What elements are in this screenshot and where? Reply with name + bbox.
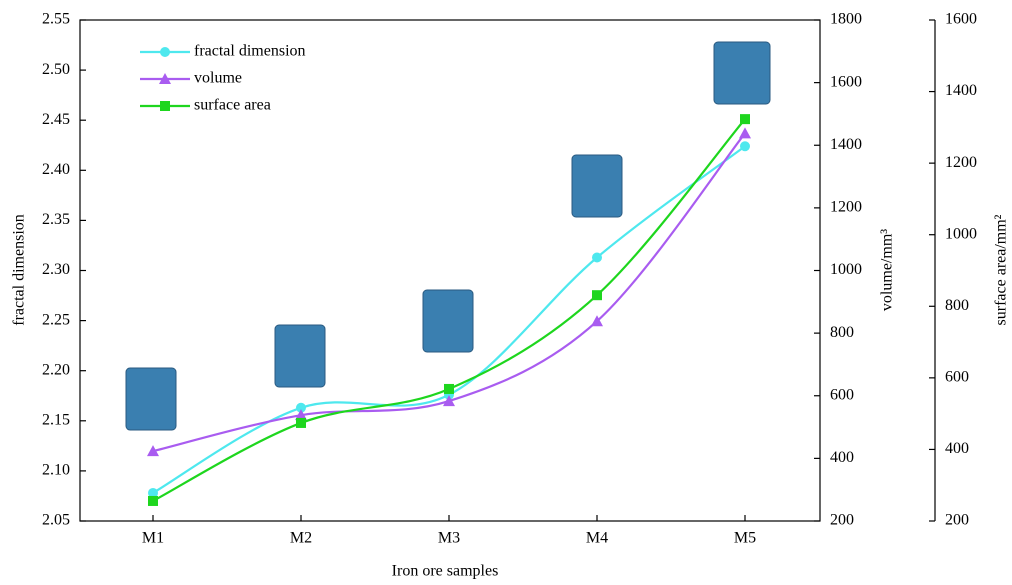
legend-label: fractal dimension (194, 43, 306, 60)
y-tick-label: 2.20 (42, 361, 70, 378)
y2-tick-label: 400 (830, 449, 854, 466)
x-axis-label: Iron ore samples (392, 563, 499, 580)
y-tick-label: 2.10 (42, 462, 70, 479)
y3-tick-label: 1400 (945, 82, 977, 99)
y2-tick-label: 1000 (830, 261, 862, 278)
y-axis-label: fractal dimension (11, 214, 28, 326)
series-marker (444, 383, 454, 394)
y3-tick-label: 1200 (945, 154, 977, 171)
series-marker (295, 409, 307, 421)
x-tick-label: M4 (586, 530, 608, 547)
x-tick-label: M1 (142, 530, 164, 547)
y3-tick-label: 600 (945, 369, 969, 386)
y-tick-label: 2.30 (42, 261, 70, 278)
y-tick-label: 2.35 (42, 211, 70, 228)
y3-tick-label: 400 (945, 440, 969, 457)
y-tick-label: 2.15 (42, 411, 70, 428)
series-marker (740, 114, 750, 125)
series-marker (296, 417, 306, 428)
series-marker (591, 315, 603, 327)
legend-marker (160, 47, 170, 57)
y2-tick-label: 1400 (830, 136, 862, 153)
y3-tick-label: 1000 (945, 225, 977, 242)
plot-frame (79, 19, 821, 522)
y-tick-label: 2.55 (42, 11, 70, 28)
legend-label: volume (194, 70, 242, 87)
legend-marker (160, 101, 170, 111)
series-marker (739, 127, 751, 139)
y2-tick-label: 1200 (830, 199, 862, 216)
x-tick-label: M2 (290, 530, 312, 547)
y-tick-label: 2.25 (42, 311, 70, 328)
legend-marker (159, 73, 171, 84)
series-marker (296, 402, 306, 413)
y-tick-label: 2.40 (42, 161, 70, 178)
series-line (152, 132, 746, 453)
y-tick-label: 2.50 (42, 61, 70, 78)
y2-tick-label: 1600 (830, 73, 862, 90)
series-marker (740, 141, 750, 152)
y3-axis-label: surface area/mm² (993, 214, 1010, 325)
sample-images (125, 41, 771, 431)
y3-tick-label: 1600 (945, 11, 977, 28)
y2-axis-label: volume/mm³ (879, 229, 896, 311)
series-marker (443, 395, 455, 407)
y3-tick-label: 800 (945, 297, 969, 314)
x-tick-label: M5 (734, 530, 756, 547)
series-marker (592, 290, 602, 301)
y2-tick-label: 800 (830, 324, 854, 341)
series-marker (148, 487, 158, 498)
y2-tick-label: 1800 (830, 11, 862, 28)
series-marker (592, 252, 602, 263)
x-tick-label: M3 (438, 530, 460, 547)
y2-tick-label: 200 (830, 512, 854, 529)
series-marker (147, 445, 159, 457)
series-marker (148, 495, 158, 506)
legend-label: surface area (194, 97, 271, 114)
y3-tick-label: 200 (945, 512, 969, 529)
y-tick-label: 2.05 (42, 512, 70, 529)
series-line (152, 118, 746, 502)
y2-tick-label: 600 (830, 386, 854, 403)
y-tick-label: 2.45 (42, 111, 70, 128)
